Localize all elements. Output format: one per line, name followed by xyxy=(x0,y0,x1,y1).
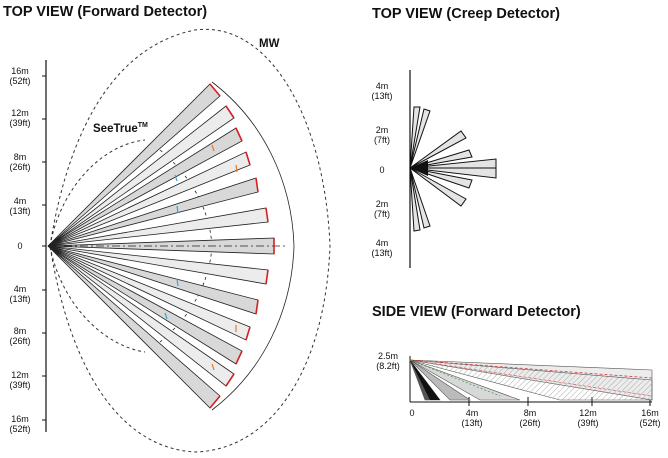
seetrue-trademark: TM xyxy=(137,122,148,129)
creep-beam-3 xyxy=(409,130,467,169)
forward-axis-ticks xyxy=(42,75,46,421)
forward-side-view-title: SIDE VIEW (Forward Detector) xyxy=(372,304,581,320)
side-green-line xyxy=(409,359,501,397)
mw-coverage-outline xyxy=(49,28,331,453)
side-x-label-0: 0 xyxy=(409,408,415,418)
creep-axis-label-2m-top: 2m (7ft) xyxy=(373,125,390,145)
forward-axis-label-16m-bottom: 16m (52ft) xyxy=(9,414,31,434)
forward-axis-label-8m-bottom: 8m (26ft) xyxy=(9,326,31,346)
side-y-label: 2.5m (8.2ft) xyxy=(376,351,400,371)
seetrue-label: SeeTrueTM xyxy=(93,122,148,135)
creep-axis-label-0: 0 xyxy=(379,165,385,175)
forward-detection-beams xyxy=(47,83,275,409)
side-beam-mid xyxy=(409,359,653,401)
creep-beam-2 xyxy=(409,108,431,169)
forward-axis-label-4m-top: 4m (13ft) xyxy=(9,196,31,216)
creep-beam-6 xyxy=(409,167,497,179)
beam-end-markers xyxy=(209,83,275,409)
side-near-fan xyxy=(410,360,440,400)
forward-axis-label-12m-bottom: 12m (39ft) xyxy=(9,370,31,390)
side-detection-beams xyxy=(409,359,653,401)
creep-axis-label-2m-bottom: 2m (7ft) xyxy=(373,199,390,219)
side-beam-short-2 xyxy=(409,359,471,401)
forward-top-view-title: TOP VIEW (Forward Detector) xyxy=(3,4,208,20)
creep-axis-label-4m-bottom: 4m (13ft) xyxy=(371,238,393,258)
beam-colored-ticks xyxy=(164,144,238,371)
side-red-line-1 xyxy=(409,359,653,379)
creep-beam-9 xyxy=(409,167,431,229)
side-x-label-12m: 12m (39ft) xyxy=(577,408,599,428)
forward-axis-label-4m-bottom: 4m (13ft) xyxy=(9,284,31,304)
side-x-label-8m: 8m (26ft) xyxy=(519,408,541,428)
side-beam-short-1 xyxy=(409,359,521,401)
seetrue-zone-outline xyxy=(49,139,146,353)
creep-detection-beams xyxy=(409,106,497,232)
creep-axis-label-4m-top: 4m (13ft) xyxy=(371,81,393,101)
creep-beam-8 xyxy=(409,167,467,207)
mw-label: MW xyxy=(259,38,280,50)
beam-range-arc xyxy=(211,81,295,411)
forward-axis-label-0: 0 xyxy=(17,241,23,251)
side-x-label-16m: 16m (52ft) xyxy=(639,408,661,428)
creep-beam-1 xyxy=(409,106,421,169)
creep-beam-10 xyxy=(409,167,421,232)
side-red-line-2 xyxy=(409,359,653,397)
forward-axis-label-16m-top: 16m (52ft) xyxy=(9,66,31,86)
forward-axis-label-8m-top: 8m (26ft) xyxy=(9,152,31,172)
creep-origin-fan xyxy=(410,160,428,176)
forward-axis-label-12m-top: 12m (39ft) xyxy=(9,108,31,128)
seetrue-label-text: SeeTrue xyxy=(93,122,138,135)
side-x-label-4m: 4m (13ft) xyxy=(461,408,483,428)
creep-top-view-title: TOP VIEW (Creep Detector) xyxy=(372,6,561,22)
